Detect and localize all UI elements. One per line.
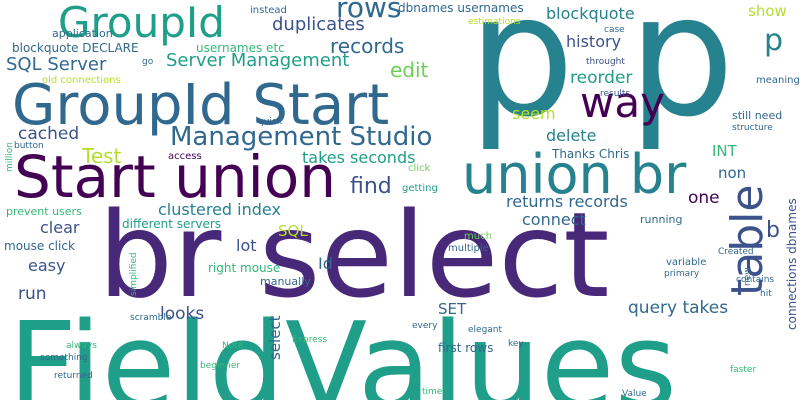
word: right mouse (208, 261, 281, 275)
word: records (330, 34, 405, 58)
word: contains (736, 275, 775, 285)
word: prevent users (6, 205, 82, 218)
word: simplified (129, 252, 139, 296)
word: case (604, 25, 625, 35)
word: faster (730, 365, 757, 375)
word: FieldValues (8, 298, 678, 400)
word: p p (468, 0, 735, 154)
word: clustered index (158, 200, 281, 219)
word: blockquote (546, 4, 635, 23)
word: one (688, 188, 720, 208)
word: usernames etc (196, 41, 285, 55)
word: Created (718, 247, 754, 257)
word: scramble (130, 313, 172, 323)
word: application (52, 27, 113, 40)
word: br select (98, 186, 610, 324)
word: query takes (628, 298, 729, 318)
word: instead (250, 5, 287, 16)
word: run (18, 284, 47, 304)
word: show (748, 2, 787, 20)
word: meaning (756, 75, 800, 86)
word: results (600, 89, 631, 99)
word: running (640, 213, 683, 226)
word: first rows (438, 341, 494, 355)
word: Server Management (166, 50, 350, 71)
word: different servers (122, 217, 222, 231)
word: delete (546, 126, 597, 145)
word: Management Studio (170, 122, 433, 152)
word: non (718, 164, 747, 182)
word: dbnames usernames (398, 1, 524, 15)
word: structure (732, 123, 773, 133)
word: primary (664, 269, 700, 279)
word: key (508, 339, 524, 349)
word: easy (28, 256, 66, 275)
word: still need (732, 109, 783, 122)
word: multiple (448, 243, 489, 254)
word: manually (260, 275, 311, 288)
word: quick (258, 117, 283, 127)
word: history (566, 32, 622, 51)
word: rows (336, 0, 402, 24)
word: SET (438, 300, 467, 318)
word: elegant (468, 325, 503, 335)
word: Express (292, 335, 328, 345)
word: GroupId Start (12, 73, 390, 138)
word: lot (236, 236, 257, 255)
word: reorder (570, 68, 633, 88)
word: GroupId (58, 0, 225, 47)
word: Test (82, 144, 122, 168)
word: time (422, 387, 443, 397)
word: button (14, 141, 44, 151)
word: new (743, 267, 753, 286)
word: looks (160, 304, 205, 324)
word: find (350, 174, 392, 199)
word: b (766, 218, 780, 243)
word: click (408, 163, 431, 174)
word: SQL (278, 222, 308, 240)
word: access (168, 151, 202, 162)
word: connections dbnames (785, 198, 799, 330)
word: much (464, 231, 492, 242)
word: Note (222, 341, 244, 351)
word: variable (666, 257, 707, 268)
word: takes seconds (302, 148, 416, 167)
word: million (5, 142, 15, 172)
word: old connections (42, 75, 121, 86)
word: union br (462, 143, 687, 206)
word: cached (18, 124, 80, 144)
word: returns records (506, 192, 628, 211)
word: way (580, 78, 665, 127)
word: estimations (468, 17, 521, 27)
word: mouse click (4, 239, 75, 253)
word: Thanks Chris (552, 147, 630, 161)
word: SQL Server (6, 54, 107, 75)
word: returned (54, 371, 93, 381)
word: seem (512, 104, 556, 123)
word: Id (318, 254, 333, 273)
word: throught (586, 57, 625, 67)
word: something (40, 353, 88, 363)
word: Value (622, 389, 647, 399)
word: getting (402, 183, 438, 194)
word: beginner (200, 361, 241, 371)
word: always (66, 341, 97, 351)
word: go (142, 57, 154, 67)
word: duplicates (272, 14, 365, 35)
word: p (764, 23, 784, 58)
word: every (412, 321, 438, 331)
word: hit (760, 289, 772, 299)
word: select (266, 315, 284, 360)
word: blockquote DECLARE (12, 41, 139, 55)
word: Start union (14, 143, 337, 211)
word: connect (522, 210, 586, 229)
word: edit (390, 58, 429, 82)
word: INT (712, 142, 737, 160)
word: clear (40, 218, 80, 237)
